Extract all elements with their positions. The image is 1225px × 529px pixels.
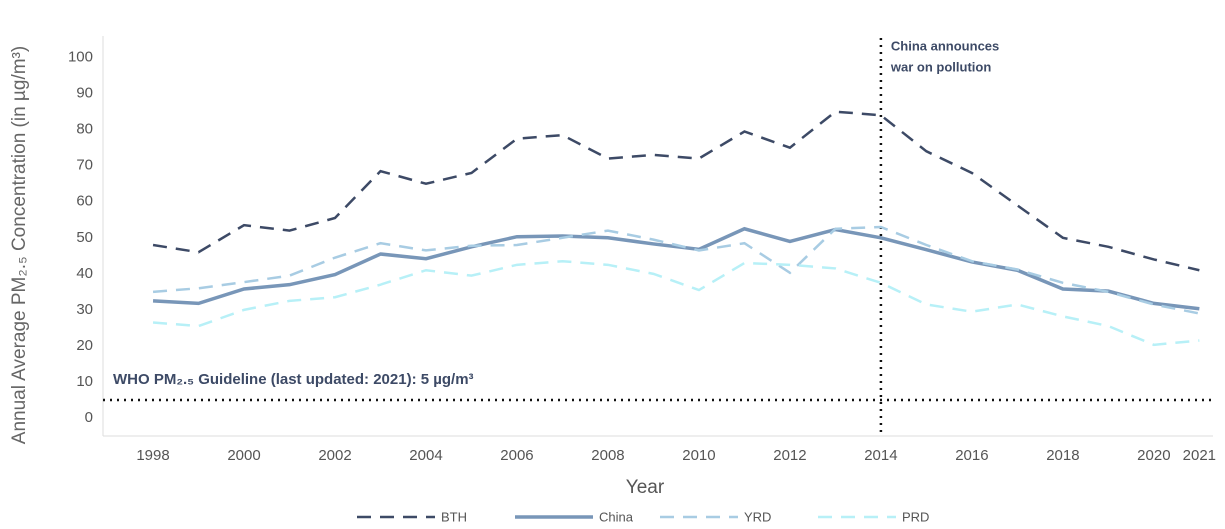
legend-label: China	[599, 509, 634, 524]
x-tick-label: 2014	[864, 447, 897, 464]
y-tick-label: 100	[68, 49, 93, 66]
series-line	[152, 110, 1200, 272]
y-axis-label: Annual Average PM₂.₅ Concentration (in µ…	[9, 46, 30, 444]
legend-label: PRD	[902, 509, 929, 524]
x-tick-label: 2000	[227, 447, 260, 464]
y-tick-label: 0	[85, 409, 93, 426]
y-tick-label: 50	[76, 229, 93, 246]
event-label: China announces	[891, 38, 999, 53]
x-tick-label: 2012	[773, 447, 806, 464]
y-tick-label: 20	[76, 337, 93, 354]
x-tick-label: 2020	[1137, 447, 1170, 464]
x-tick-label: 2002	[318, 447, 351, 464]
y-tick-label: 90	[76, 85, 93, 102]
x-tick-label: 2004	[409, 447, 442, 464]
x-tick-label: 2018	[1046, 447, 1079, 464]
legend-label: YRD	[744, 509, 771, 524]
y-tick-label: 30	[76, 301, 93, 318]
x-tick-label: 2021	[1183, 447, 1216, 464]
x-tick-label: 2010	[682, 447, 715, 464]
event-label: war on pollution	[890, 59, 991, 74]
x-tick-label: 2008	[591, 447, 624, 464]
y-tick-label: 40	[76, 265, 93, 282]
series-line	[152, 226, 1200, 311]
series-line	[152, 259, 1200, 347]
x-tick-label: 2006	[500, 447, 533, 464]
x-axis-label: Year	[626, 477, 665, 498]
x-tick-label: 2016	[955, 447, 988, 464]
legend-label: BTH	[441, 509, 467, 524]
guideline-label: WHO PM₂.₅ Guideline (last updated: 2021)…	[113, 371, 474, 388]
y-tick-label: 60	[76, 193, 93, 210]
y-tick-label: 80	[76, 121, 93, 138]
y-tick-label: 10	[76, 373, 93, 390]
x-tick-label: 1998	[136, 447, 169, 464]
series-line	[152, 225, 1200, 315]
y-tick-label: 70	[76, 157, 93, 174]
